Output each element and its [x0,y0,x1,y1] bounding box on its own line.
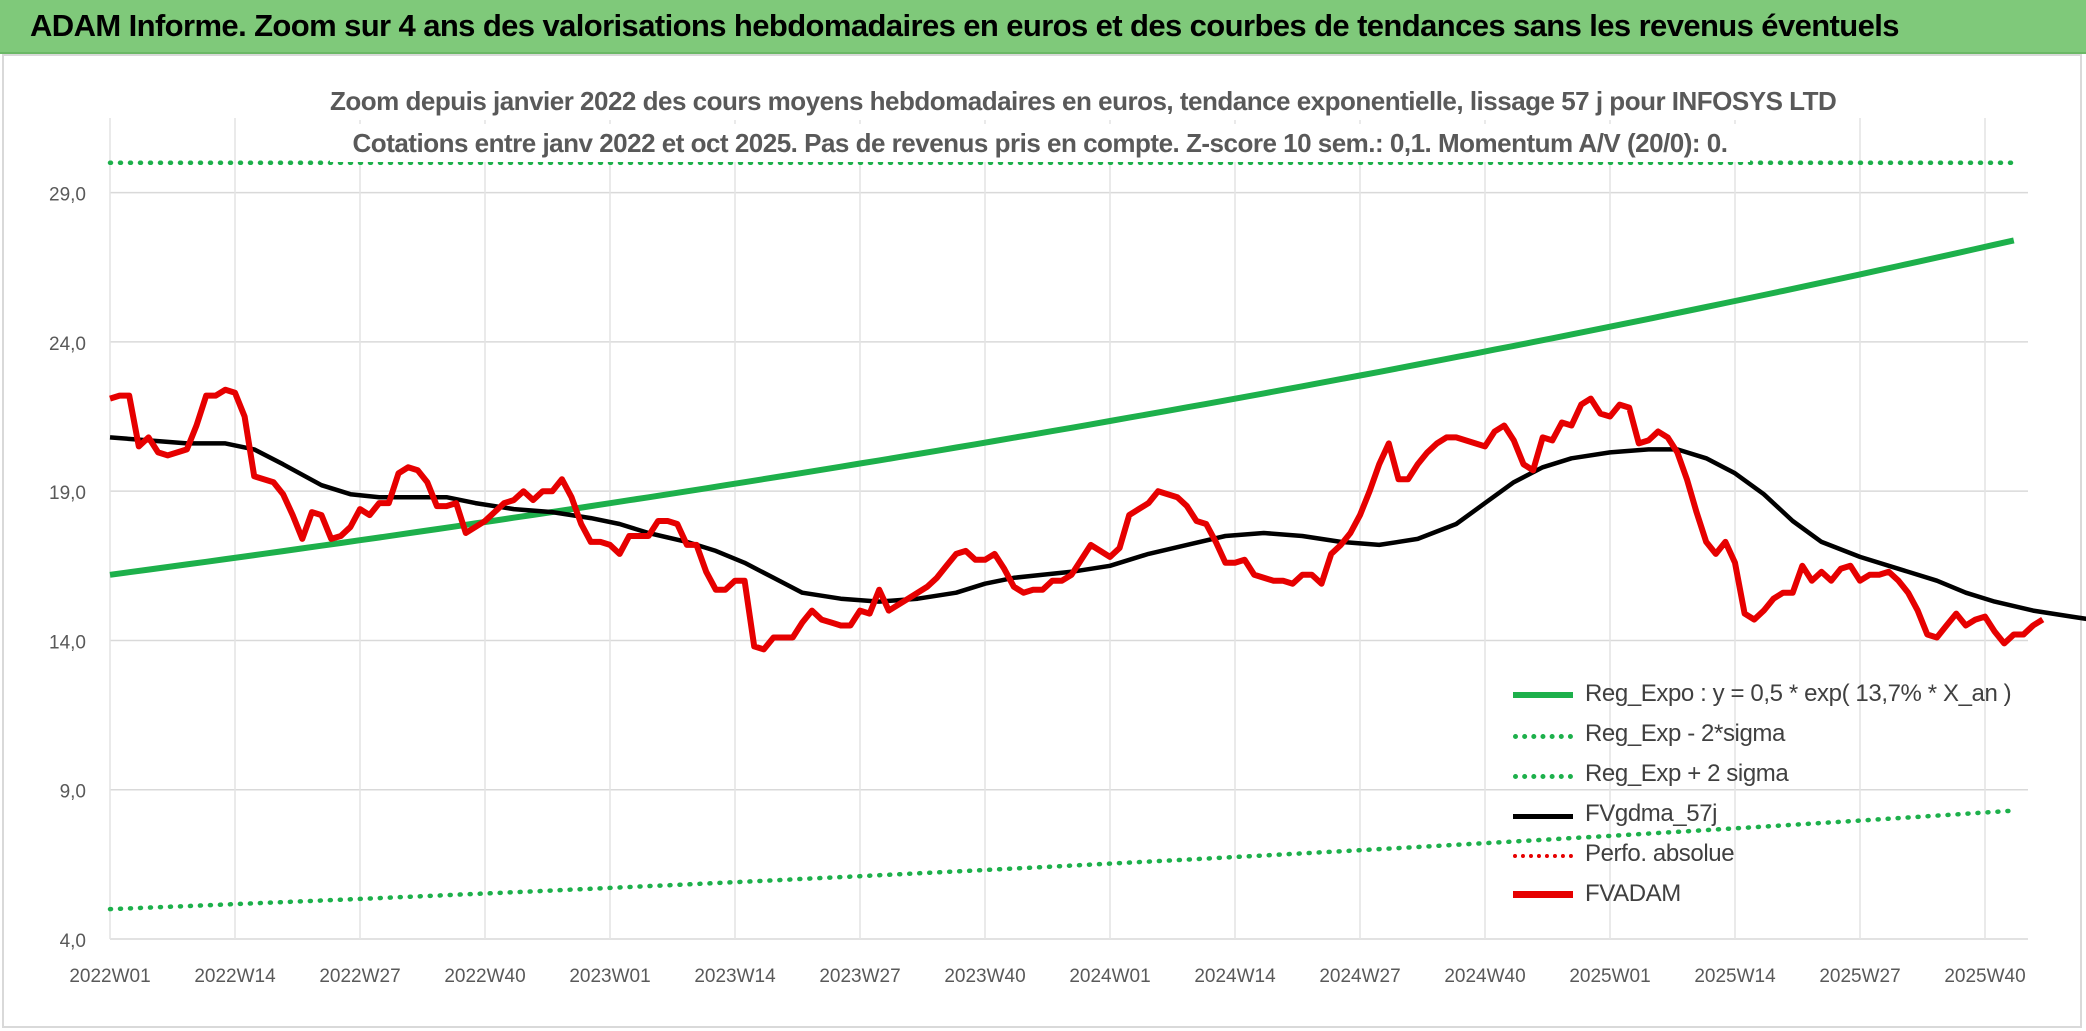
y-tick-label: 24,0 [49,334,86,355]
legend-label-fvadam: FVADAM [1585,880,1681,907]
legend-entry-fvgdma: FVgdma_57j [1505,796,2025,836]
legend-swatch-reg-exp-minus [1513,734,1573,739]
legend-label-reg-expo: Reg_Expo : y = 0,5 * exp( 13,7% * X_an ) [1585,680,2012,707]
chart-legend: Reg_Expo : y = 0,5 * exp( 13,7% * X_an )… [1505,676,2025,916]
legend-label-reg-exp-minus: Reg_Exp - 2*sigma [1585,720,1785,747]
legend-swatch-reg-expo [1513,692,1573,698]
x-tick-label: 2024W01 [1069,966,1150,987]
x-tick-label: 2025W01 [1569,966,1650,987]
chart-subtitle-line1: Zoom depuis janvier 2022 des cours moyen… [330,82,1837,120]
legend-swatch-fvgdma [1513,814,1573,819]
y-tick-label: 9,0 [60,782,86,803]
report-banner: ADAM Informe. Zoom sur 4 ans des valoris… [0,0,2086,54]
x-tick-label: 2022W27 [319,966,400,987]
series-reg-expo [109,237,2015,578]
series-fvadam [109,386,2045,653]
legend-entry-fvadam: FVADAM [1505,876,2025,916]
legend-entry-reg-exp-plus: Reg_Exp + 2 sigma [1505,756,2025,796]
legend-entry-perfo: Perfo. absolue [1505,836,2025,876]
legend-label-perfo: Perfo. absolue [1585,840,1735,867]
chart-subtitle-line2: Cotations entre janv 2022 et oct 2025. P… [330,124,1750,162]
x-tick-label: 2024W27 [1319,966,1400,987]
x-tick-label: 2023W01 [569,966,650,987]
legend-swatch-fvadam [1513,891,1573,898]
x-tick-label: 2023W40 [944,966,1025,987]
x-tick-label: 2022W14 [194,966,276,987]
x-tick-label: 2025W40 [1944,966,2025,987]
x-tick-label: 2024W40 [1444,966,1525,987]
chart-frame [2,54,2082,1028]
x-tick-label: 2023W14 [694,966,776,987]
y-tick-label: 4,0 [60,931,86,952]
x-tick-label: 2025W14 [1694,966,1776,987]
legend-entry-reg-exp-minus: Reg_Exp - 2*sigma [1505,716,2025,756]
x-tick-label: 2025W27 [1819,966,1900,987]
legend-entry-reg-expo: Reg_Expo : y = 0,5 * exp( 13,7% * X_an ) [1505,676,2025,716]
x-tick-label: 2022W40 [444,966,525,987]
y-tick-label: 19,0 [49,483,86,504]
series-reg-exp-minus-2sigma [107,808,2017,912]
legend-label-fvgdma: FVgdma_57j [1585,800,1718,827]
y-tick-label: 29,0 [49,185,86,206]
x-tick-label: 2022W01 [69,966,150,987]
x-tick-label: 2024W14 [1194,966,1276,987]
legend-swatch-perfo [1513,854,1573,858]
report-title: ADAM Informe. Zoom sur 4 ans des valoris… [30,8,1900,43]
x-tick-label: 2023W27 [819,966,900,987]
legend-label-reg-exp-plus: Reg_Exp + 2 sigma [1585,760,1789,787]
legend-swatch-reg-exp-plus [1513,774,1573,779]
series-fvgdma-57j [109,435,2086,622]
y-tick-label: 14,0 [49,632,86,653]
